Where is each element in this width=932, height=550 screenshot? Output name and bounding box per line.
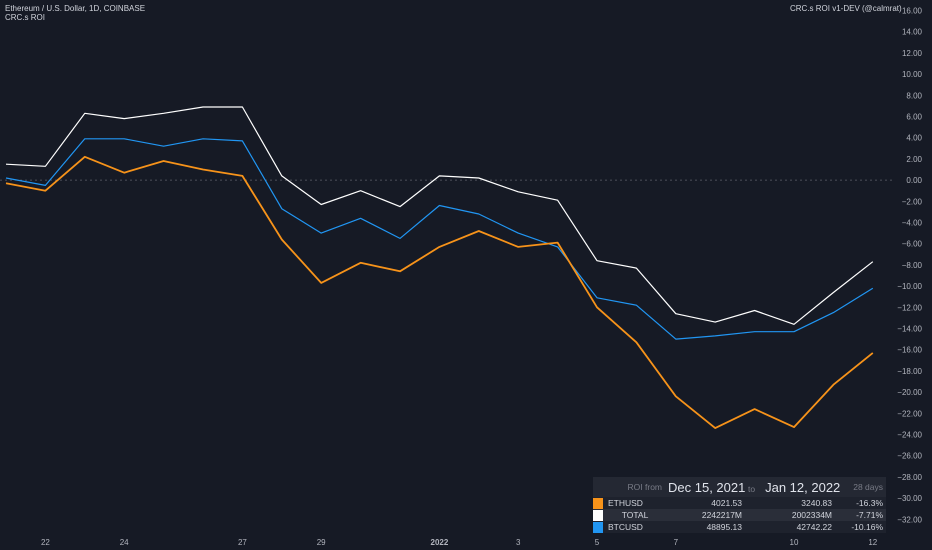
y-tick-label: −2.00: [902, 197, 923, 206]
x-tick-label: 27: [238, 538, 247, 547]
start-date: Dec 15, 2021: [665, 477, 745, 497]
days-label: 28 days: [835, 477, 887, 497]
y-tick-label: −28.00: [897, 473, 922, 482]
end-date: Jan 12, 2022: [765, 479, 841, 495]
roi-from-label: ROI from: [593, 477, 666, 497]
table-row: TOTAL 2242217M 2002334M -7.71%: [593, 509, 887, 521]
total-color-swatch: [593, 509, 603, 521]
x-tick-label: 7: [674, 538, 679, 547]
y-tick-label: −12.00: [897, 303, 922, 312]
row-end: 3240.83: [745, 497, 836, 509]
y-tick-label: −8.00: [902, 261, 923, 270]
btcusd-swatch: [593, 521, 605, 533]
x-tick-label: 12: [868, 538, 877, 547]
y-tick-label: −32.00: [897, 515, 922, 524]
ethusd-color-swatch: [593, 497, 603, 509]
row-start: 48895.13: [665, 521, 746, 533]
to-label: to: [748, 483, 756, 494]
y-tick-label: 16.00: [902, 7, 923, 16]
row-roi: -10.16%: [835, 521, 887, 533]
row-name: TOTAL: [605, 509, 666, 521]
y-tick-label: 4.00: [906, 134, 922, 143]
y-tick-label: 0.00: [906, 176, 922, 185]
ethusd-swatch: [593, 497, 605, 509]
y-tick-label: 2.00: [906, 155, 922, 164]
y-tick-label: −24.00: [897, 431, 922, 440]
row-end: 42742.22: [745, 521, 836, 533]
indicator-credit: CRC.s ROI v1-DEV (@calmrat): [790, 4, 902, 13]
y-tick-label: −18.00: [897, 367, 922, 376]
y-tick-label: 8.00: [906, 91, 922, 100]
y-tick-label: −30.00: [897, 494, 922, 503]
table-row: BTCUSD 48895.13 42742.22 -10.16%: [593, 521, 887, 533]
row-name: ETHUSD: [605, 497, 666, 509]
y-tick-label: 14.00: [902, 28, 923, 37]
roi-table: ROI from Dec 15, 2021 to Jan 12, 2022 28 …: [593, 477, 887, 533]
series-line-btcusd: [5, 138, 874, 340]
row-end: 2002334M: [745, 509, 836, 521]
x-tick-label: 29: [317, 538, 326, 547]
row-name: BTCUSD: [605, 521, 666, 533]
series-line-total: [5, 106, 874, 325]
x-tick-label: 5: [595, 538, 600, 547]
x-tick-label: 24: [120, 538, 129, 547]
y-tick-label: 10.00: [902, 70, 923, 79]
y-tick-label: −26.00: [897, 452, 922, 461]
indicator-name: CRC.s ROI: [5, 13, 45, 22]
y-tick-label: −20.00: [897, 388, 922, 397]
y-tick-label: −10.00: [897, 282, 922, 291]
x-tick-label: 10: [790, 538, 799, 547]
y-tick-label: −6.00: [902, 240, 923, 249]
table-row: ETHUSD 4021.53 3240.83 -16.3%: [593, 497, 887, 509]
btcusd-color-swatch: [593, 521, 603, 533]
total-swatch: [593, 509, 605, 521]
row-roi: -7.71%: [835, 509, 887, 521]
roi-table-header: ROI from Dec 15, 2021 to Jan 12, 2022 28 …: [593, 477, 887, 497]
x-tick-label: 22: [41, 538, 50, 547]
y-tick-label: −22.00: [897, 409, 922, 418]
x-tick-label: 3: [516, 538, 521, 547]
row-roi: -16.3%: [835, 497, 887, 509]
series-line-ethusd: [5, 155, 874, 430]
y-tick-label: 6.00: [906, 113, 922, 122]
y-tick-label: −14.00: [897, 325, 922, 334]
row-start: 4021.53: [665, 497, 746, 509]
x-tick-label: 2022: [431, 538, 449, 547]
row-start: 2242217M: [665, 509, 746, 521]
y-tick-label: −16.00: [897, 346, 922, 355]
y-tick-label: 12.00: [902, 49, 923, 58]
symbol-title: Ethereum / U.S. Dollar, 1D, COINBASE: [5, 4, 146, 13]
y-tick-label: −4.00: [902, 219, 923, 228]
